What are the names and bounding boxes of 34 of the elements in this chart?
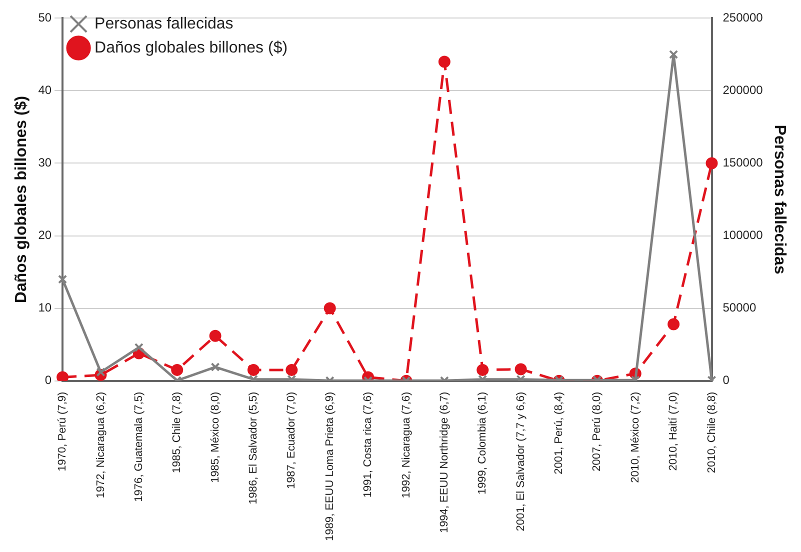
legend-label: Personas fallecidas: [94, 15, 234, 32]
x-tick-label: 1976, Guatemala (7,5): [132, 392, 145, 502]
y2-tick-label: 50000: [722, 300, 756, 315]
y2-tick-label: 150000: [722, 156, 764, 170]
x-tick-label: 1970, Perú (7,9): [56, 392, 69, 472]
y2-tick-label: 200000: [722, 83, 764, 98]
y-tick-label: 30: [38, 156, 52, 170]
x-tick-label: 1992, Nicaragua (7,6): [400, 392, 412, 498]
x-tick-label: 1986, El Salvador (5,5): [248, 392, 260, 504]
y2-tick-label: 250000: [722, 10, 764, 25]
x-tick-label: 1999, Colombia (6,1): [476, 392, 489, 495]
y-tick-label: 20: [38, 228, 52, 242]
x-tick-label: 1987, Ecuador (7,0): [286, 392, 298, 490]
x-tick-label: 2001, El Salvador (7,7 y 6,6): [514, 392, 527, 532]
y2-tick-label: 0: [722, 373, 730, 388]
x-tick-label: 1985, Chile (7,8): [171, 392, 184, 474]
y-tick-label: 40: [38, 83, 52, 98]
y2-tick-label: 100000: [722, 228, 764, 242]
y-tick-label: 50: [38, 10, 52, 25]
legend-label: Daños globales billones ($): [94, 39, 288, 56]
x-tick-label: 2001, Perú, (8,4): [553, 392, 566, 474]
x-tick-label: 1985, México (8,0): [209, 392, 222, 483]
x-tick-label: 1994, EEUU Northridge (6,7): [438, 392, 450, 534]
x-tick-label: 2010, Chile (8,8): [706, 392, 718, 474]
y-axis-title: Daños globales billones ($): [13, 96, 30, 304]
x-tick-label: 1991, Costa rica (7,6): [362, 392, 374, 498]
x-tick-label: 1972, Nicaragua (6,2): [94, 392, 107, 498]
y-tick-label: 10: [38, 300, 52, 315]
x-tick-label: 2010, Haití (7,0): [668, 392, 680, 471]
y-tick-label: 0: [44, 373, 52, 388]
y2-axis-title: Personas fallecidas: [770, 124, 788, 274]
x-tick-label: 2007, Perú (8,0): [591, 392, 604, 472]
x-tick-label: 2010, México (7,2): [629, 392, 642, 483]
x-tick-label: 1989, EEUU Loma Prieta (6,9): [324, 392, 336, 542]
